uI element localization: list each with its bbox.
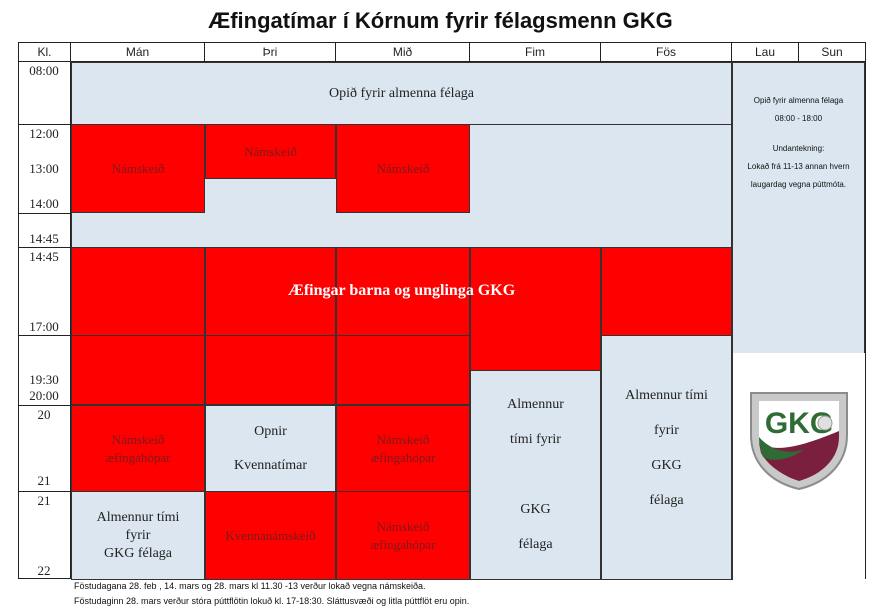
kids-block-fri (601, 247, 732, 336)
text-line: æfingahópar (370, 449, 436, 465)
text-line: Almennur tími (625, 388, 708, 403)
text-line: Almennur (507, 397, 564, 412)
kids-divider (71, 335, 470, 336)
gkg-logo-icon: GKG (750, 391, 848, 490)
time-label: 22 (37, 563, 51, 578)
time-label: 14:45 (29, 249, 59, 264)
time-label: 08:00 (29, 63, 59, 78)
footnote-1: Föstudagana 28. feb , 14. mars og 28. ma… (74, 581, 426, 591)
header-wed: Mið (336, 43, 470, 62)
course-groups-wed: Námskeið æfingahópar (336, 405, 470, 492)
text-line: Opnir (254, 423, 287, 439)
text-line: GKG félaga (103, 545, 173, 561)
course-block-wed: Námskeið (336, 124, 470, 213)
text-line: Námskeið (111, 431, 165, 447)
logo-area: GKG (732, 353, 865, 580)
footnote-2: Föstudaginn 28. mars verður stóra púttfl… (74, 596, 470, 606)
header-sun: Sun (799, 43, 865, 62)
page-title: Æfingatímar í Kórnum fyrir félagsmenn GK… (208, 8, 673, 33)
time-divider (19, 491, 71, 492)
weekend-hours: 08:00 - 18:00 (774, 114, 823, 123)
header-mon: Mán (71, 43, 205, 62)
women-course-tue: Kvennanámskeið (205, 491, 336, 580)
header-thu: Fim (470, 43, 601, 62)
course-groups-mon: Námskeið æfingahópar (71, 405, 205, 492)
time-label: 17:00 (29, 319, 59, 334)
open-women-tue: Opnir Kvennatímar (205, 405, 336, 492)
time-divider (19, 405, 71, 406)
kids-title-wrap: Æfingar barna og unglinga GKG (71, 247, 732, 371)
weekend-exception-title: Undantekning: (772, 144, 825, 153)
text-line: Námskeið (376, 518, 430, 534)
kids-training-label: Æfingar barna og unglinga GKG (287, 282, 516, 299)
header-sat: Lau (732, 43, 799, 62)
course-groups-wed-late: Námskeið æfingahópar (336, 491, 470, 580)
text-line: GKG (520, 502, 551, 517)
text-line: tími fyrir (510, 432, 561, 447)
text-line: GKG (651, 458, 682, 473)
weekend-open-label: Opið fyrir almenna félaga (753, 96, 844, 105)
weekend-block: Opið fyrir almenna félaga 08:00 - 18:00 … (732, 62, 865, 354)
text-line: félaga (518, 537, 553, 552)
time-label: 14:00 (29, 196, 59, 211)
course-block-tue: Námskeið (205, 124, 336, 179)
time-divider (19, 335, 71, 336)
schedule-grid: Kl. Mán Þri Mið Fim Fös Lau Sun 08:00 12… (18, 42, 866, 580)
text-line: félaga (649, 493, 684, 508)
general-time-fri: Almennur tími fyrir GKG félaga (601, 335, 732, 580)
time-label: 21 (37, 493, 51, 508)
kids-block-thu (470, 247, 601, 371)
time-label: 20:00 (29, 388, 59, 403)
open-general-block: Opið fyrir almenna félaga (71, 62, 732, 125)
text-line: fyrir (654, 423, 679, 438)
weekend-exception-line: Lokað frá 11-13 annan hvern (747, 162, 850, 171)
open-general-label: Opið fyrir almenna félaga (329, 85, 474, 101)
time-label: 13:00 (29, 161, 59, 176)
time-label: 14:45 (29, 231, 59, 246)
time-label: 12:00 (29, 126, 59, 141)
time-label: 19:30 (29, 372, 59, 387)
header-kl: Kl. (19, 43, 71, 62)
time-label: 20 (37, 407, 51, 422)
text-line: æfingahópar (370, 536, 436, 552)
course-label: Námskeið (111, 160, 165, 176)
kids-block-mon (71, 247, 205, 405)
time-divider (19, 247, 71, 248)
time-column (19, 62, 71, 578)
text-line: Kvennatímar (233, 457, 308, 473)
header-tue: Þri (205, 43, 336, 62)
women-course-label: Kvennanámskeið (225, 527, 316, 543)
course-block-mon: Námskeið (71, 124, 205, 213)
time-label: 21 (37, 473, 51, 488)
text-line: Almennur tími (96, 509, 180, 525)
kids-block-tue (205, 247, 336, 405)
time-divider (19, 124, 71, 125)
course-label: Námskeið (376, 160, 430, 176)
text-line: æfingahópar (105, 449, 171, 465)
text-line: Námskeið (376, 431, 430, 447)
kids-block-wed (336, 247, 470, 405)
weekend-exception-line: laugardag vegna púttmóta. (750, 180, 847, 189)
time-divider (19, 213, 71, 214)
general-time-mon: Almennur tími fyrir GKG félaga (71, 491, 205, 580)
text-line: fyrir (125, 527, 151, 543)
general-time-thu: Almennur tími fyrir GKG félaga (470, 370, 601, 580)
course-label: Námskeið (244, 143, 297, 159)
header-fri: Fös (601, 43, 732, 62)
